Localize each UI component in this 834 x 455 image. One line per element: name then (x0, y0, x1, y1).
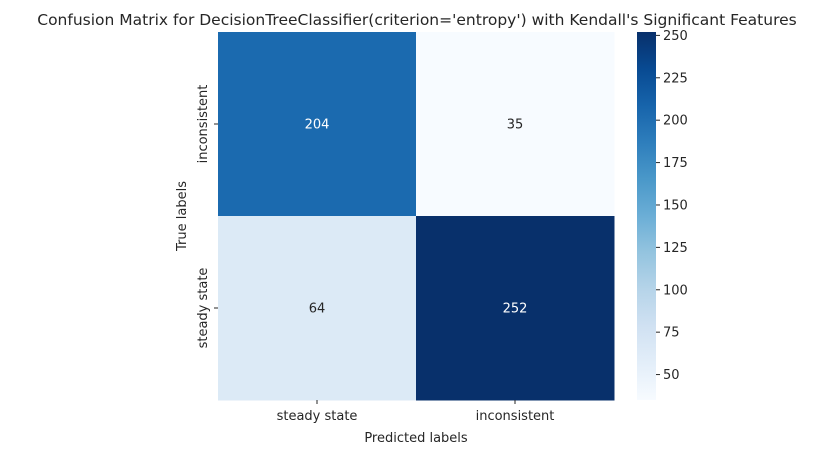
colorbar-tick-label: 50 (663, 368, 680, 383)
cell-value-label: 64 (309, 302, 326, 317)
cell-value-label: 252 (503, 302, 528, 317)
heatmap-cells: 204 35 64 252 (218, 32, 615, 401)
colorbar-tick-label: 125 (663, 241, 688, 256)
cell-value-label: 35 (507, 118, 524, 133)
heatmap-cell (218, 32, 417, 217)
y-axis-label: True labels (175, 181, 190, 252)
colorbar-tick-label: 75 (663, 326, 680, 341)
colorbar: 50 75 100 125 150 175 200 225 250 (637, 29, 688, 400)
colorbar-tick-label: 100 (663, 283, 688, 298)
colorbar-tick-label: 250 (663, 29, 688, 44)
heatmap-cell (416, 32, 615, 217)
chart-title: Confusion Matrix for DecisionTreeClassif… (37, 11, 796, 29)
heatmap-cell (218, 216, 417, 401)
x-tick-label: inconsistent (476, 409, 555, 424)
x-axis-label: Predicted labels (364, 431, 468, 446)
colorbar-gradient (637, 32, 656, 400)
colorbar-tick-label: 150 (663, 198, 688, 213)
y-axis: inconsistent steady state (196, 85, 218, 349)
y-tick-label: steady state (196, 268, 211, 349)
colorbar-tick-label: 225 (663, 71, 688, 86)
y-tick-label: inconsistent (196, 85, 211, 164)
colorbar-tick-label: 175 (663, 156, 688, 171)
x-tick-label: steady state (277, 409, 358, 424)
x-axis: steady state inconsistent (277, 400, 555, 424)
cell-value-label: 204 (305, 118, 330, 133)
colorbar-tick-label: 200 (663, 114, 688, 129)
heatmap-cell (416, 216, 615, 401)
